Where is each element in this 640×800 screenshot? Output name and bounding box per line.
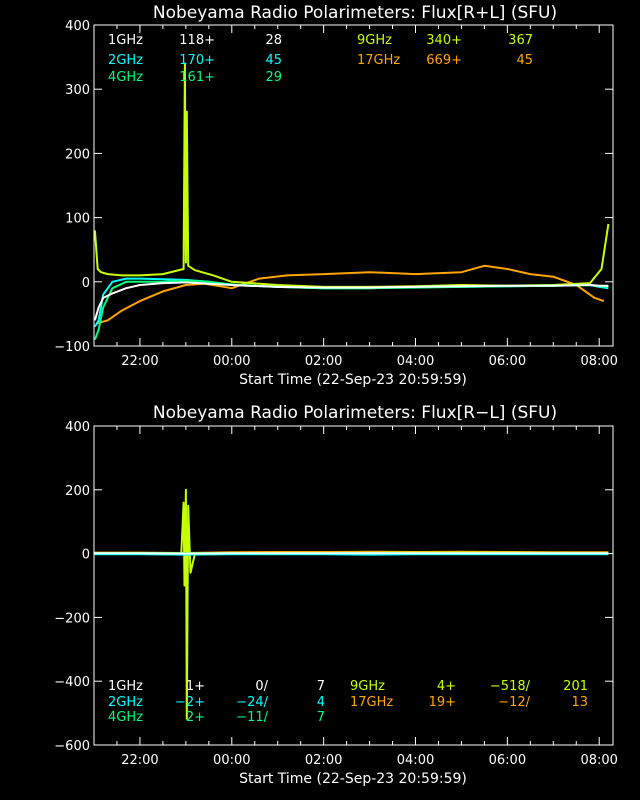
- legend-v1: 170+: [179, 53, 215, 68]
- legend-v3: 13: [571, 695, 588, 710]
- legend-band: 9GHz: [357, 33, 392, 48]
- legend-v1: −2+: [175, 695, 205, 710]
- legend: 1GHz 1+ 0/7 2GHz −2+ −24/4 4GHz 2+ −11/7 9GHz 4+ −5…: [108, 679, 588, 725]
- legend-band: 1GHz: [108, 33, 143, 48]
- chart-title: Nobeyama Radio Polarimeters: Flux[R+L] (…: [153, 3, 557, 23]
- legend-v2: 0/: [255, 679, 268, 694]
- series-line-17GHz: [96, 264, 605, 325]
- legend-band: 2GHz: [108, 53, 143, 68]
- legend-v2: −518/: [490, 679, 531, 694]
- y-tick-label: −600: [54, 739, 90, 754]
- y-tick-label: −400: [54, 675, 90, 690]
- x-tick-label: 02:00: [305, 753, 342, 768]
- legend-v1: 4+: [437, 679, 456, 694]
- legend-band: 9GHz: [350, 679, 385, 694]
- x-axis-label: Start Time (22-Sep-23 20:59:59): [239, 771, 467, 787]
- y-tick-label: 300: [65, 83, 90, 98]
- legend-v3: 201: [563, 679, 588, 694]
- x-tick-label: 00:00: [213, 753, 250, 768]
- plot-frame: [93, 24, 614, 347]
- series-group: [94, 488, 609, 720]
- legend-v3: 4: [317, 695, 325, 710]
- y-tick-label: 400: [65, 420, 90, 435]
- legend-v1: 19+: [429, 695, 456, 710]
- y-tick-label: 400: [65, 19, 90, 34]
- legend-v2: 28: [265, 33, 282, 48]
- legend-v1: 669+: [426, 53, 462, 68]
- y-tick-label: 100: [65, 212, 90, 227]
- x-tick-label: 04:00: [397, 753, 434, 768]
- legend-band: 4GHz: [108, 70, 143, 85]
- y-tick-label: 0: [82, 548, 90, 563]
- x-tick-label: 02:00: [305, 354, 342, 369]
- legend-v2: −11/: [236, 710, 268, 725]
- legend-v1: 161+: [179, 70, 215, 85]
- legend-v2: −12/: [498, 695, 530, 710]
- series-group: [94, 62, 610, 340]
- plot-frame: [93, 425, 614, 746]
- x-tick-label: 06:00: [489, 354, 526, 369]
- x-tick-label: 22:00: [121, 753, 158, 768]
- legend-band: 1GHz: [108, 679, 143, 694]
- legend-v1: 340+: [426, 33, 462, 48]
- legend-v1: 1+: [186, 679, 205, 694]
- legend-v3: 7: [317, 679, 325, 694]
- legend-v2: 367: [508, 33, 533, 48]
- x-axis-label: Start Time (22-Sep-23 20:59:59): [239, 372, 467, 388]
- y-tick-label: −200: [54, 611, 90, 626]
- legend-v2: 29: [265, 70, 282, 85]
- y-tick-label: 200: [65, 147, 90, 162]
- y-tick-label: 200: [65, 484, 90, 499]
- legend: 1GHz 118+ 28 2GHz 170+ 45 4GHz 161+ 29 9GHz 340+ 36…: [108, 33, 533, 85]
- legend-v2: 45: [265, 53, 282, 68]
- x-tick-label: 08:00: [580, 753, 617, 768]
- chart-panel-2: Nobeyama Radio Polarimeters: Flux[R−L] (…: [54, 403, 618, 787]
- legend-v1: 118+: [179, 33, 215, 48]
- legend-band: 17GHz: [350, 695, 393, 710]
- y-tick-label: 0: [82, 276, 90, 291]
- series-line-1GHz: [94, 281, 609, 321]
- x-tick-label: 00:00: [213, 354, 250, 369]
- series-line-9GHz: [94, 62, 610, 288]
- legend-v2: −24/: [236, 695, 268, 710]
- x-tick-label: 08:00: [580, 354, 617, 369]
- chart-title: Nobeyama Radio Polarimeters: Flux[R−L] (…: [153, 403, 557, 423]
- x-tick-label: 22:00: [121, 354, 158, 369]
- y-tick-label: −100: [54, 340, 90, 355]
- x-tick-label: 04:00: [397, 354, 434, 369]
- legend-v2: 45: [516, 53, 533, 68]
- x-tick-label: 06:00: [489, 753, 526, 768]
- legend-v1: 2+: [186, 710, 205, 725]
- legend-band: 2GHz: [108, 695, 143, 710]
- legend-band: 4GHz: [108, 710, 143, 725]
- chart-panel-1: Nobeyama Radio Polarimeters: Flux[R+L] (…: [54, 3, 618, 388]
- legend-v3: 7: [317, 710, 325, 725]
- legend-band: 17GHz: [357, 53, 400, 68]
